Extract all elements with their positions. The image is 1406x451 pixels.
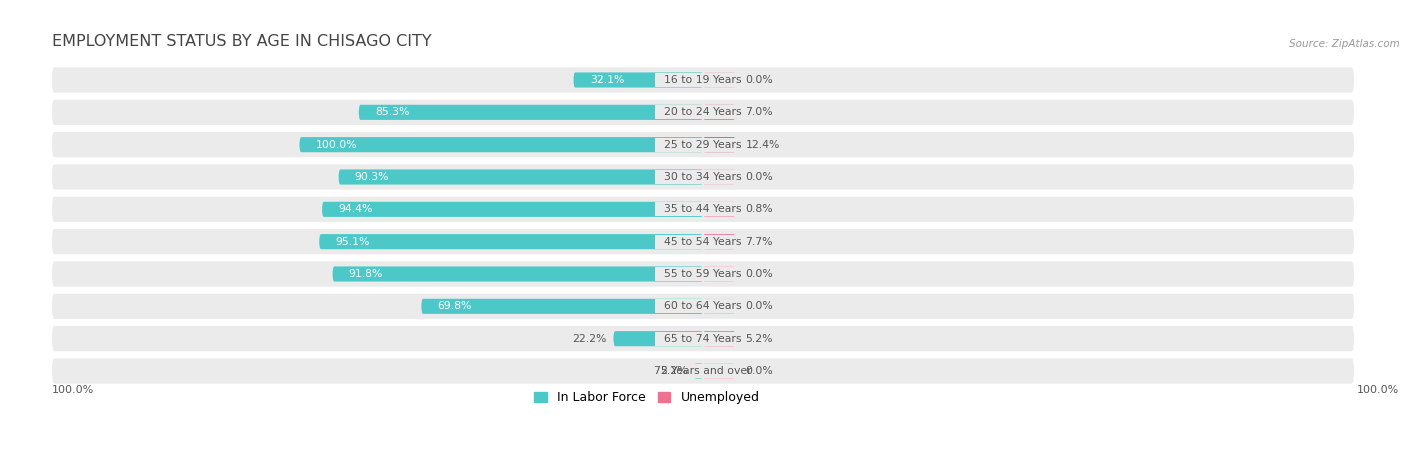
FancyBboxPatch shape: [319, 234, 703, 249]
Text: 0.0%: 0.0%: [745, 366, 773, 376]
FancyBboxPatch shape: [52, 197, 1354, 222]
Text: 35 to 44 Years: 35 to 44 Years: [657, 204, 749, 214]
Text: 69.8%: 69.8%: [437, 301, 472, 311]
FancyBboxPatch shape: [703, 202, 735, 217]
Text: 0.0%: 0.0%: [745, 172, 773, 182]
Text: 45 to 54 Years: 45 to 54 Years: [657, 237, 749, 247]
Text: 100.0%: 100.0%: [316, 140, 357, 150]
Text: 32.1%: 32.1%: [589, 75, 624, 85]
FancyBboxPatch shape: [703, 267, 735, 281]
FancyBboxPatch shape: [52, 100, 1354, 125]
FancyBboxPatch shape: [52, 359, 1354, 384]
Text: 12.4%: 12.4%: [745, 140, 780, 150]
FancyBboxPatch shape: [703, 105, 735, 120]
Text: 5.2%: 5.2%: [745, 334, 773, 344]
Text: 0.0%: 0.0%: [745, 75, 773, 85]
Text: 7.7%: 7.7%: [745, 237, 773, 247]
Text: 0.0%: 0.0%: [745, 269, 773, 279]
Text: 30 to 34 Years: 30 to 34 Years: [657, 172, 749, 182]
Text: 95.1%: 95.1%: [336, 237, 370, 247]
FancyBboxPatch shape: [703, 299, 735, 314]
Text: 90.3%: 90.3%: [354, 172, 389, 182]
FancyBboxPatch shape: [52, 164, 1354, 189]
Text: 100.0%: 100.0%: [1357, 385, 1399, 395]
Text: 94.4%: 94.4%: [339, 204, 373, 214]
FancyBboxPatch shape: [703, 364, 735, 378]
FancyBboxPatch shape: [52, 326, 1354, 351]
FancyBboxPatch shape: [299, 137, 703, 152]
FancyBboxPatch shape: [52, 294, 1354, 319]
FancyBboxPatch shape: [52, 67, 1354, 92]
FancyBboxPatch shape: [695, 364, 703, 378]
Text: EMPLOYMENT STATUS BY AGE IN CHISAGO CITY: EMPLOYMENT STATUS BY AGE IN CHISAGO CITY: [52, 34, 432, 49]
Text: 16 to 19 Years: 16 to 19 Years: [657, 75, 749, 85]
FancyBboxPatch shape: [574, 73, 703, 87]
Text: 0.8%: 0.8%: [745, 204, 773, 214]
Text: 75 Years and over: 75 Years and over: [647, 366, 759, 376]
FancyBboxPatch shape: [52, 262, 1354, 287]
Text: 65 to 74 Years: 65 to 74 Years: [657, 334, 749, 344]
Text: 22.2%: 22.2%: [572, 334, 607, 344]
Text: 2.2%: 2.2%: [659, 366, 688, 376]
FancyBboxPatch shape: [52, 229, 1354, 254]
FancyBboxPatch shape: [339, 170, 703, 184]
FancyBboxPatch shape: [703, 137, 735, 152]
Text: 7.0%: 7.0%: [745, 107, 773, 117]
FancyBboxPatch shape: [703, 170, 735, 184]
FancyBboxPatch shape: [613, 331, 703, 346]
Text: 25 to 29 Years: 25 to 29 Years: [657, 140, 749, 150]
FancyBboxPatch shape: [422, 299, 703, 314]
FancyBboxPatch shape: [322, 202, 703, 217]
FancyBboxPatch shape: [333, 267, 703, 281]
Text: 91.8%: 91.8%: [349, 269, 384, 279]
FancyBboxPatch shape: [703, 331, 735, 346]
Text: Source: ZipAtlas.com: Source: ZipAtlas.com: [1289, 39, 1399, 49]
Text: 55 to 59 Years: 55 to 59 Years: [657, 269, 749, 279]
FancyBboxPatch shape: [703, 234, 735, 249]
FancyBboxPatch shape: [703, 73, 735, 87]
Text: 0.0%: 0.0%: [745, 301, 773, 311]
Text: 100.0%: 100.0%: [52, 385, 94, 395]
Text: 20 to 24 Years: 20 to 24 Years: [657, 107, 749, 117]
Text: 60 to 64 Years: 60 to 64 Years: [657, 301, 749, 311]
Legend: In Labor Force, Unemployed: In Labor Force, Unemployed: [534, 391, 759, 405]
FancyBboxPatch shape: [52, 132, 1354, 157]
Text: 85.3%: 85.3%: [375, 107, 409, 117]
FancyBboxPatch shape: [359, 105, 703, 120]
